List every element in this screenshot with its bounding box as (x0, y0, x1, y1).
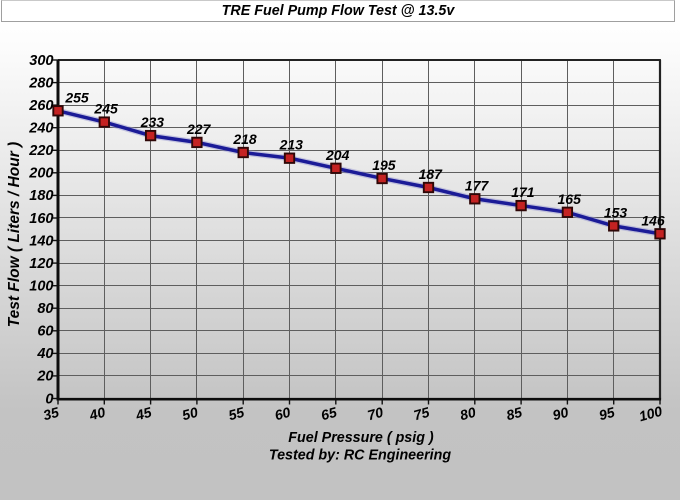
svg-text:180: 180 (29, 188, 53, 204)
svg-text:0: 0 (45, 391, 53, 407)
svg-text:233: 233 (140, 114, 165, 130)
svg-text:200: 200 (28, 166, 53, 182)
svg-text:213: 213 (279, 137, 304, 153)
svg-text:245: 245 (93, 101, 118, 117)
svg-text:160: 160 (29, 211, 53, 227)
svg-text:90: 90 (551, 404, 570, 424)
svg-text:100: 100 (637, 403, 664, 425)
svg-text:100: 100 (29, 279, 53, 295)
svg-text:Tested by: RC Engineering: Tested by: RC Engineering (269, 448, 451, 464)
svg-text:Fuel Pressure ( psig ): Fuel Pressure ( psig ) (288, 430, 434, 446)
svg-text:240: 240 (28, 121, 53, 137)
svg-text:195: 195 (372, 157, 396, 173)
svg-text:177: 177 (465, 177, 490, 193)
svg-text:260: 260 (28, 98, 53, 114)
svg-text:204: 204 (325, 147, 350, 163)
svg-text:300: 300 (29, 53, 53, 69)
svg-text:120: 120 (29, 256, 53, 272)
svg-text:85: 85 (505, 404, 524, 424)
svg-text:227: 227 (186, 121, 212, 137)
svg-text:255: 255 (64, 89, 89, 105)
svg-text:Test Flow ( Liters / Hour ): Test Flow ( Liters / Hour ) (6, 142, 23, 327)
svg-text:75: 75 (412, 404, 431, 424)
svg-text:20: 20 (36, 369, 53, 385)
svg-text:40: 40 (87, 404, 107, 424)
svg-text:153: 153 (604, 204, 628, 220)
svg-text:45: 45 (133, 404, 153, 424)
svg-text:55: 55 (227, 404, 246, 424)
svg-text:50: 50 (180, 404, 199, 424)
svg-text:65: 65 (319, 404, 338, 424)
svg-text:95: 95 (597, 404, 616, 424)
svg-text:171: 171 (511, 184, 535, 200)
svg-text:70: 70 (366, 404, 385, 424)
svg-text:220: 220 (28, 143, 53, 159)
svg-text:35: 35 (41, 404, 60, 424)
svg-text:218: 218 (232, 131, 257, 147)
svg-text:165: 165 (558, 191, 582, 207)
svg-text:60: 60 (273, 404, 292, 424)
svg-text:60: 60 (37, 324, 53, 340)
svg-text:80: 80 (458, 404, 477, 424)
svg-text:146: 146 (641, 212, 665, 228)
svg-text:40: 40 (36, 346, 53, 362)
svg-text:140: 140 (29, 233, 53, 249)
svg-text:80: 80 (37, 301, 53, 317)
svg-text:187: 187 (419, 166, 444, 182)
svg-text:280: 280 (28, 75, 53, 91)
